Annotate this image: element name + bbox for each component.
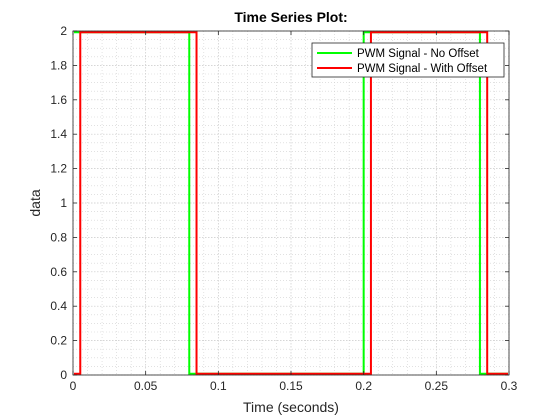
y-tick-label: 1.8: [50, 58, 67, 72]
x-tick-labels: 0 0.05 0.1 0.15 0.2 0.25 0.3: [70, 379, 518, 393]
x-tick-label: 0.1: [210, 379, 227, 393]
y-tick-label: 0.8: [50, 230, 67, 244]
y-tick-label: 0.2: [50, 334, 67, 348]
y-tick-labels: 0 0.2 0.4 0.6 0.8 1 1.2 1.4 1.6 1.8 2: [50, 24, 67, 382]
legend-box: [311, 42, 505, 78]
y-tick-label: 1.6: [50, 93, 67, 107]
y-tick-label: 1: [60, 196, 67, 210]
x-tick-label: 0.2: [355, 379, 372, 393]
chart-title: Time Series Plot:: [234, 9, 347, 25]
x-axis-label: Time (seconds): [243, 399, 339, 415]
x-tick-label: 0.25: [425, 379, 449, 393]
series-line-1: [74, 31, 508, 375]
series-layer: [74, 31, 508, 375]
y-tick-label: 2: [60, 24, 67, 38]
y-tick-label: 0.4: [50, 299, 67, 313]
y-tick-label: 0.6: [50, 265, 67, 279]
x-tick-label: 0.05: [134, 379, 158, 393]
series-line-2: [74, 31, 508, 375]
y-axis-label: data: [27, 189, 43, 216]
x-tick-label: 0.15: [279, 379, 303, 393]
legend: PWM Signal - No Offset PWM Signal - With …: [311, 42, 505, 78]
x-tick-label: 0.3: [501, 379, 518, 393]
y-tick-label: 0: [60, 368, 67, 382]
tick-marks: [72, 30, 510, 376]
y-tick-label: 1.4: [50, 127, 67, 141]
y-tick-label: 1.2: [50, 162, 67, 176]
x-tick-label: 0: [70, 379, 77, 393]
legend-label-1: PWM Signal - No Offset: [357, 48, 480, 60]
legend-label-2: PWM Signal - With Offset: [357, 63, 488, 75]
